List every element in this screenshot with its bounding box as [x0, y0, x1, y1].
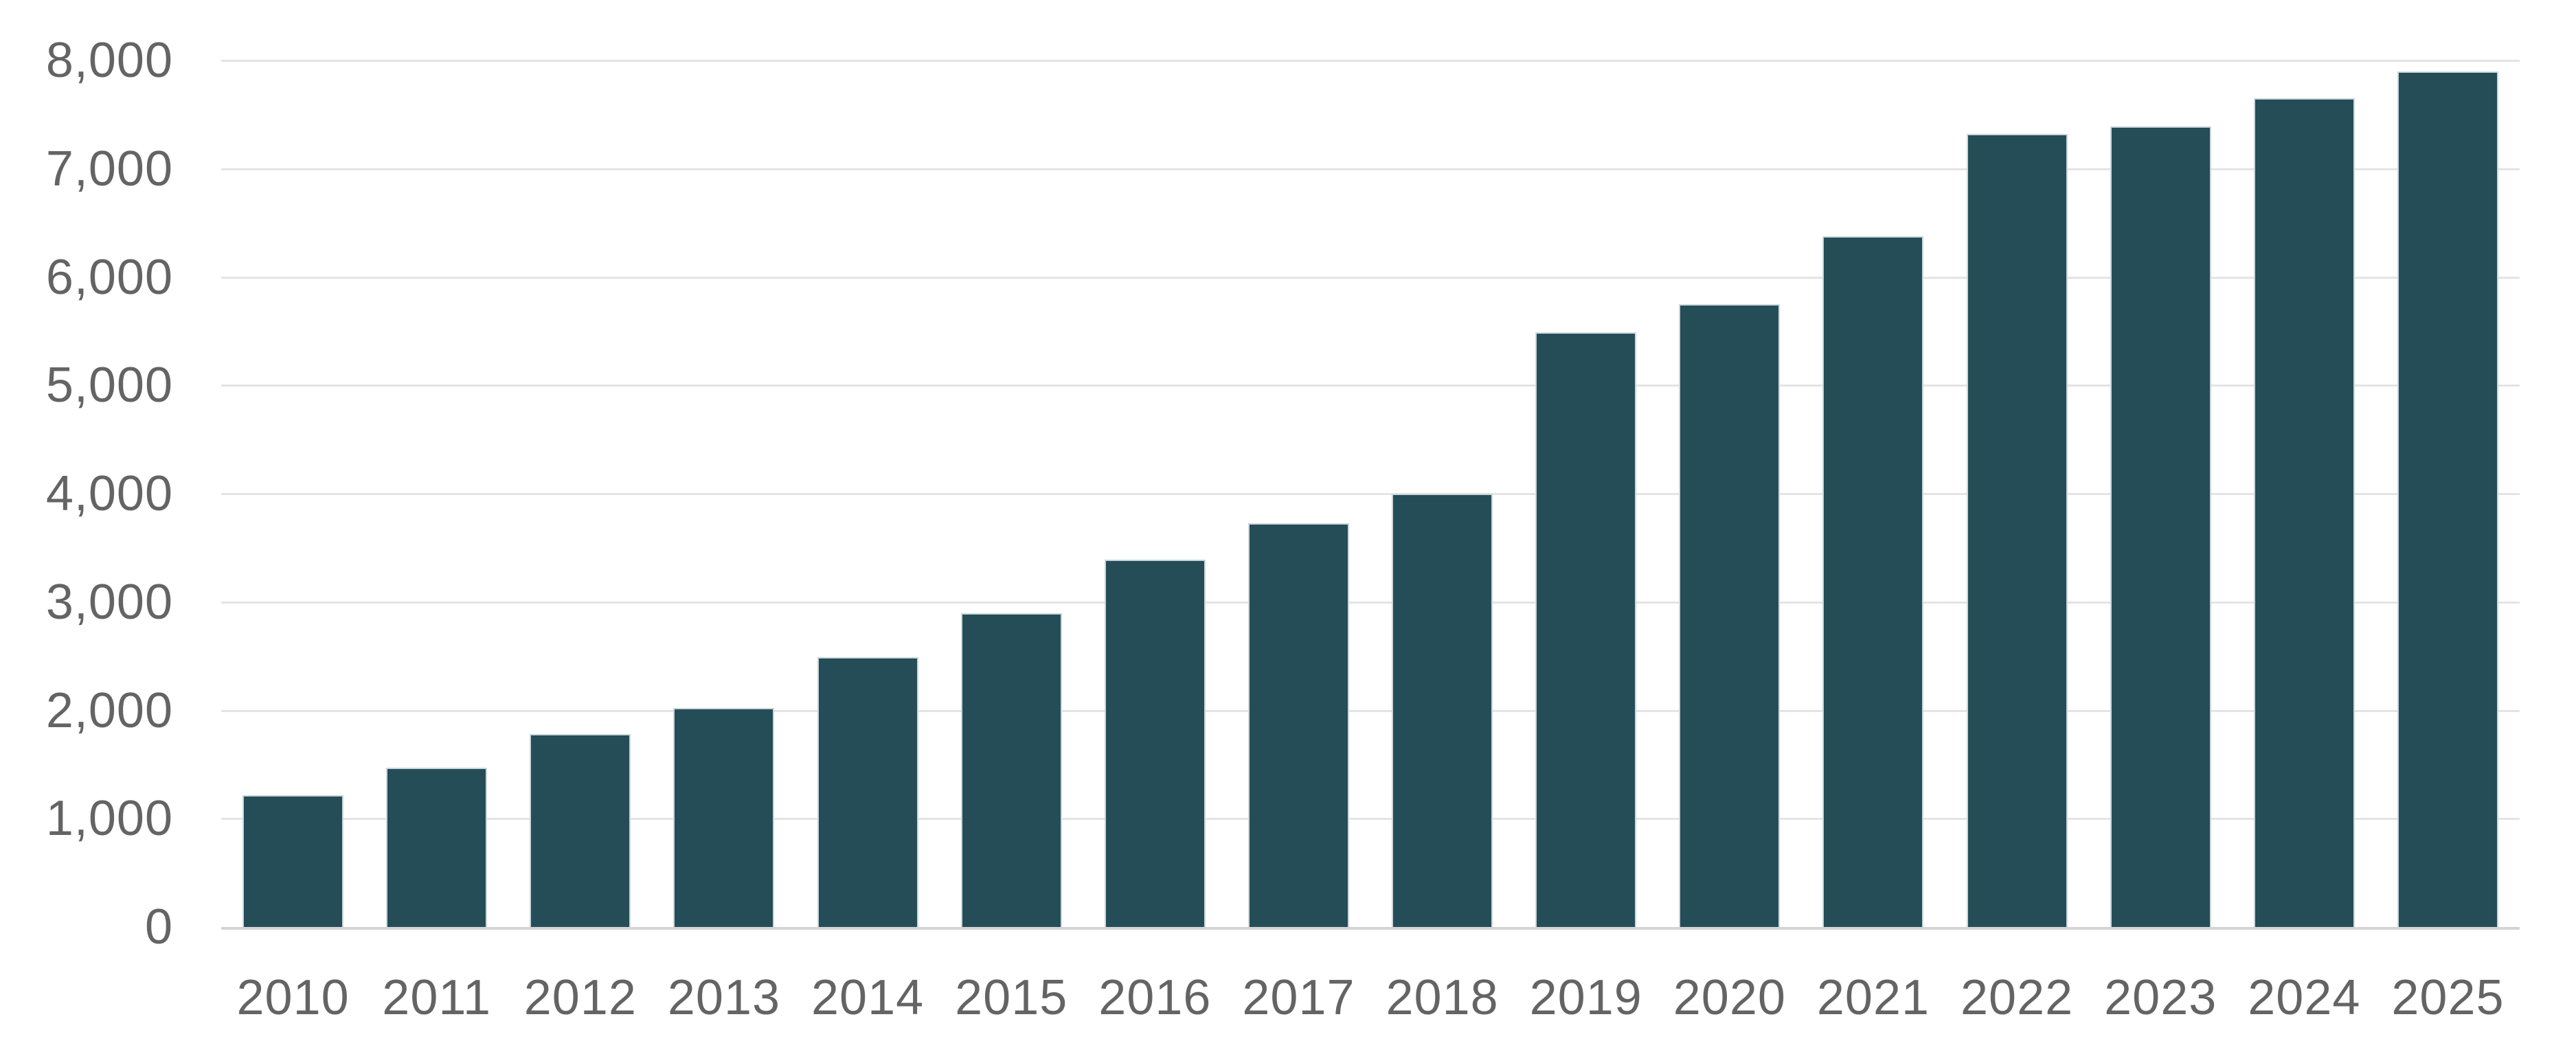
y-tick-label: 1,000 — [45, 791, 173, 847]
x-tick-label: 2016 — [1098, 970, 1212, 1025]
x-tick-label: 2021 — [1816, 970, 1930, 1025]
x-tick-label: 2025 — [2391, 970, 2505, 1025]
bar-2019 — [1535, 332, 1637, 927]
x-tick-label: 2010 — [236, 970, 350, 1025]
y-tick-label: 7,000 — [45, 141, 173, 196]
x-tick-label: 2017 — [1242, 970, 1355, 1025]
gridline — [221, 493, 2520, 495]
x-tick-label: 2024 — [2248, 970, 2361, 1025]
bar-2020 — [1679, 303, 1781, 927]
y-tick-label: 6,000 — [45, 249, 173, 305]
gridline — [221, 168, 2520, 170]
x-tick-label: 2013 — [667, 970, 781, 1025]
gridline — [221, 385, 2520, 387]
y-tick-label: 5,000 — [45, 358, 173, 413]
y-tick-label: 2,000 — [45, 683, 173, 738]
bar-2015 — [960, 612, 1062, 927]
gridline — [221, 276, 2520, 279]
x-tick-label: 2022 — [1960, 970, 2074, 1025]
x-tick-label: 2011 — [382, 970, 492, 1025]
bar-2021 — [1822, 236, 1924, 927]
x-tick-label: 2015 — [955, 970, 1068, 1025]
bar-2022 — [1966, 134, 2068, 927]
bar-2017 — [1247, 523, 1349, 927]
gridline — [221, 601, 2520, 604]
x-tick-label: 2023 — [2104, 970, 2217, 1025]
y-tick-label: 4,000 — [45, 466, 173, 521]
bar-2016 — [1104, 560, 1206, 927]
x-tick-label: 2018 — [1386, 970, 1499, 1025]
gridline — [221, 818, 2520, 821]
bar-2013 — [673, 708, 775, 927]
bar-2018 — [1392, 494, 1493, 927]
x-axis-baseline — [221, 927, 2520, 930]
bar-2014 — [817, 657, 918, 927]
bar-2011 — [386, 768, 488, 927]
y-tick-label: 8,000 — [45, 33, 173, 88]
x-tick-label: 2014 — [811, 970, 925, 1025]
gridline — [221, 60, 2520, 62]
bar-2012 — [530, 734, 631, 927]
bar-2010 — [242, 794, 344, 927]
x-tick-label: 2020 — [1673, 970, 1786, 1025]
y-tick-label: 0 — [144, 900, 173, 954]
gridline — [221, 709, 2520, 712]
x-tick-label: 2012 — [523, 970, 637, 1025]
bar-2023 — [2110, 126, 2211, 927]
y-tick-label: 3,000 — [45, 574, 173, 630]
bar-2024 — [2253, 98, 2355, 927]
x-tick-label: 2019 — [1529, 970, 1642, 1025]
bar-2025 — [2397, 71, 2498, 927]
